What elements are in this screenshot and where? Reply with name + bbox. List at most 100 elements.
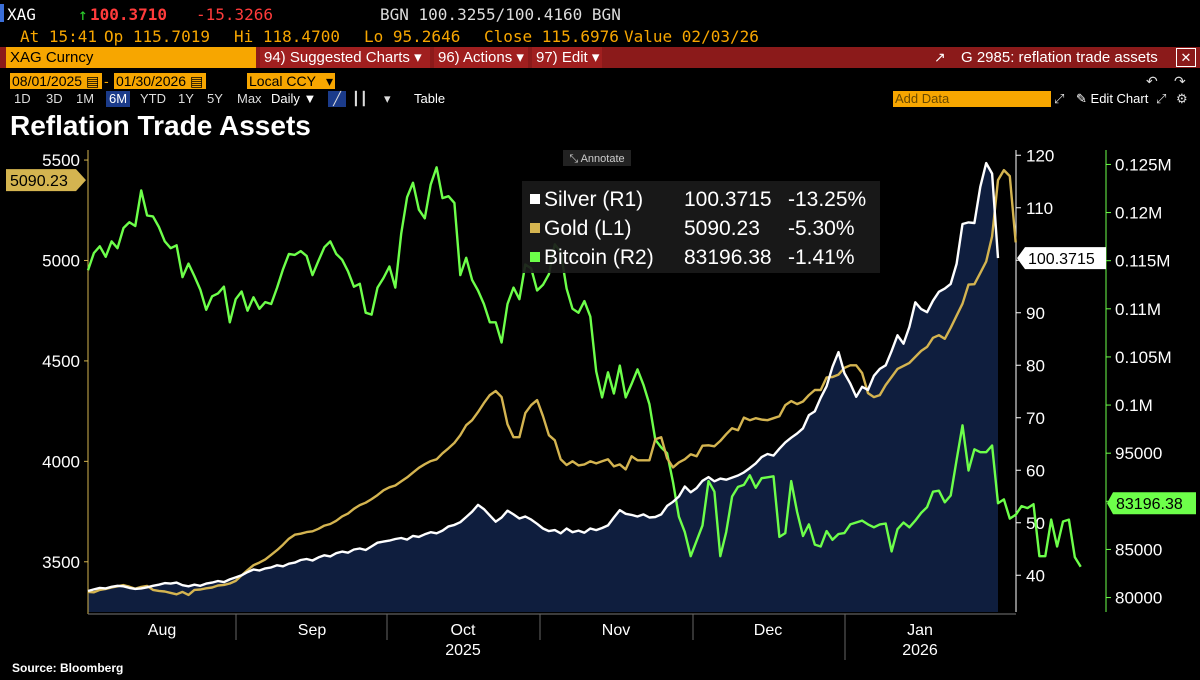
add-data-input[interactable]: Add Data [893,91,1051,107]
export-icon[interactable]: ↗ [934,49,946,65]
left-tick-label: 3500 [42,553,80,572]
date-range-row: 08/01/2025 ▤ - 01/30/2026 ▤ Local CCY ▾ ↶… [0,72,1200,90]
graph-title: G 2985: reflation trade assets [961,49,1158,66]
x-tick-label: Oct [451,622,476,639]
left-tick-label: 5500 [42,151,80,170]
annotate-button [563,150,631,166]
legend-change: -13.25% [788,188,866,211]
period-1d-button[interactable]: 1D [14,91,31,106]
silver-line [87,161,1000,593]
currency-select[interactable]: Local CCY ▾ [247,73,335,89]
silver-area [88,163,998,612]
security-field[interactable]: XAG Curncy [6,47,256,68]
right2-tick-label: 0.125M [1115,155,1172,174]
start-date-text: 08/01/2025 [12,73,83,89]
currency-text: Local CCY [249,73,316,89]
legend-change: -5.30% [788,217,855,240]
up-arrow-icon: ↑ [78,5,88,24]
right2-tick-label: 85000 [1115,540,1162,559]
end-date-text: 01/30/2026 [116,73,187,89]
last-price: 100.3710 [90,5,168,24]
x-tick-label: Jan [907,622,933,639]
chart-type-chevron-icon[interactable]: ▾ [384,91,391,106]
gold-last-value: 5090.23 [10,173,68,190]
open-label: Op 115.7019 [104,27,210,46]
legend-swatch [530,223,540,233]
legend-change: -1.41% [788,246,855,269]
chevron-down-icon: ▾ [325,73,333,89]
x-tick-label: Aug [148,622,176,639]
legend-label: Bitcoin (R2) [544,246,654,269]
time-label: At 15:41 [20,27,98,46]
right1-tick-label: 90 [1026,304,1045,323]
start-date-input[interactable]: 08/01/2025 ▤ [10,73,102,89]
left-tick-label: 4500 [42,352,80,371]
close-icon[interactable]: ✕ [1176,48,1196,67]
suggested-charts-menu[interactable]: 94) Suggested Charts ▾ [260,47,430,68]
bitcoin-line [86,166,1082,568]
silver-last-value: 100.3715 [1028,251,1095,268]
ohlc-row: At 15:41 Op 115.7019 Hi 118.4700 Lo 95.2… [0,26,1200,46]
end-date-input[interactable]: 01/30/2026 ▤ [114,73,206,89]
add-data-placeholder: Add Data [895,91,950,106]
line-chart-icon[interactable]: ╱ [328,91,346,107]
price-change: -15.3266 [196,5,274,24]
right1-tick-label: 110 [1026,199,1053,218]
right2-tick-label: 0.1M [1115,396,1153,415]
table-button[interactable]: Table [414,91,446,106]
ticker-symbol[interactable]: XAG [7,5,36,24]
x-tick-label: Sep [298,622,327,639]
value-date-label: Value 02/03/26 [624,27,759,46]
redo-icon[interactable]: ↷ [1174,73,1186,89]
gold-last-tag [6,169,86,192]
right1-tick-label: 70 [1026,409,1045,428]
period-ytd-button[interactable]: YTD [140,91,166,106]
right2-tick-label: 0.115M [1115,252,1170,271]
bid-ask: BGN 100.3255/100.4160 BGN [380,5,621,24]
undo-icon[interactable]: ↶ [1146,73,1158,89]
calendar-icon: ▤ [85,73,100,89]
right1-tick-label: 80 [1026,356,1045,375]
low-label: Lo 95.2646 [364,27,461,46]
right2-tick-label: 80000 [1115,589,1162,608]
right1-tick-label: 120 [1026,146,1054,165]
right2-tick-label: 0.105M [1115,348,1172,367]
actions-menu[interactable]: 96) Actions ▾ [434,47,528,68]
right1-tick-label: 40 [1026,566,1045,585]
legend-swatch [530,194,540,204]
period-1m-button[interactable]: 1M [76,91,95,106]
legend-box [522,181,880,273]
chart-title: Reflation Trade Assets [10,110,311,141]
legend-value: 100.3715 [684,188,772,211]
gear-icon[interactable]: ⚙ [1176,91,1188,106]
period-5y-button[interactable]: 5Y [207,91,223,106]
left-tick-label: 5000 [42,251,80,270]
edit-chart-button[interactable]: ✎ Edit Chart [1076,91,1148,107]
close-label: Close 115.6976 [484,27,619,46]
period-6m-button[interactable]: 6M [106,91,131,107]
x-tick-label: Nov [602,622,630,639]
year-label: 2025 [445,642,481,659]
right2-tick-label: 0.12M [1115,204,1162,223]
bitcoin-last-value: 83196.38 [1116,496,1183,513]
year-label: 2026 [902,642,938,659]
right1-tick-label: 60 [1026,461,1045,480]
resize-icon[interactable]: ⤢ [1156,91,1167,106]
frequency-select[interactable]: Daily ▼ [271,91,317,106]
silver-last-tag [1017,247,1106,270]
period-max-button[interactable]: Max [237,91,262,106]
date-dash: - [104,73,109,89]
calendar-icon: ▤ [189,73,204,89]
period-1y-button[interactable]: 1Y [178,91,194,106]
ticker-marker [0,4,4,22]
x-tick-label: Dec [754,622,782,639]
high-label: Hi 118.4700 [234,27,340,46]
period-3d-button[interactable]: 3D [46,91,63,106]
right2-tick-label: 0.11M [1115,300,1161,319]
candle-icon[interactable]: ┃┃ [352,91,368,106]
security-text: XAG Curncy [10,49,94,66]
edit-menu[interactable]: 97) Edit ▾ [532,47,602,68]
ticker-row: XAG ↑ 100.3710 -15.3266 BGN 100.3255/100… [0,0,1200,26]
zoom-icon[interactable]: ⤢ [1054,91,1065,106]
